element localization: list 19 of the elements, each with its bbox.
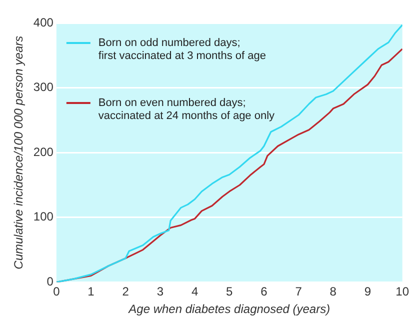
x-tick-label: 9 xyxy=(364,284,372,299)
y-axis-title: Cumulative incidence/100 000 person years xyxy=(12,36,26,270)
legend-label: Born on even numbered days; vaccinated at 24 months of age only xyxy=(98,97,276,122)
x-tick-label: 1 xyxy=(88,284,95,299)
x-tick-label: 7 xyxy=(295,284,302,299)
y-tick-label: 300 xyxy=(33,80,54,94)
y-tick-label: 0 xyxy=(46,274,54,289)
x-axis-title: Age when diabetes diagnosed (years) xyxy=(128,302,330,316)
x-tick-label: 4 xyxy=(191,284,198,299)
legend-label: Born on odd numbered days; first vaccinated at 3 months of age xyxy=(98,37,266,62)
y-tick-label: 100 xyxy=(33,210,54,224)
y-tick-label: 400 xyxy=(33,15,54,30)
x-tick-label: 5 xyxy=(226,284,234,299)
x-tick-label: 6 xyxy=(260,284,268,299)
x-tick-label: 10 xyxy=(396,284,410,299)
x-tick-label: 8 xyxy=(330,284,337,299)
y-tick-label: 200 xyxy=(33,144,54,159)
x-tick-label: 3 xyxy=(156,284,164,299)
x-tick-label: 2 xyxy=(122,284,130,299)
